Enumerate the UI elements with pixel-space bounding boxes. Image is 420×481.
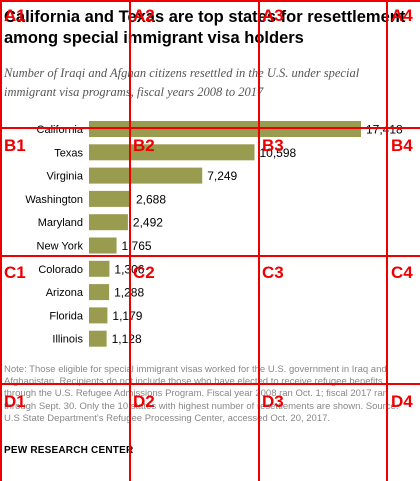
grid-label-b4: B4 [391,136,413,155]
value-label-maryland: 2,492 [133,216,163,230]
grid-label-c3: C3 [262,263,284,282]
grid-line-horizontal-3 [0,255,420,257]
grid-label-b3: B3 [262,136,284,155]
bar-florida [89,307,108,324]
bar-maryland [89,214,128,231]
note-text: Note: Those eligible for special immigra… [4,364,388,412]
value-label-washington: 2,688 [136,192,166,206]
grid-label-b2: B2 [133,136,155,155]
grid-line-vertical-4 [386,0,388,481]
source-text: Source: U.S State Department's Refugee P… [4,400,399,424]
grid-label-d3: D3 [262,392,284,411]
bar-colorado [89,260,110,277]
category-label-new-york: New York [37,241,84,253]
value-label-virginia: 7,249 [207,169,237,183]
grid-label-d1: D1 [4,392,26,411]
bar-california [89,121,361,137]
category-label-maryland: Maryland [38,217,83,229]
grid-label-a3: A3 [262,6,284,25]
value-label-new-york: 1,765 [122,239,152,253]
category-label-virginia: Virginia [47,171,84,183]
chart-title: California and Texas are top states for … [4,8,406,47]
grid-label-c4: C4 [391,263,413,282]
bar-illinois [89,330,107,347]
value-label-illinois: 1,128 [112,332,142,346]
category-label-washington: Washington [25,194,83,206]
grid-label-a4: A4 [391,6,413,25]
category-label-florida: Florida [49,310,84,322]
grid-label-a2: A2 [133,6,155,25]
value-label-california: 17,418 [366,123,403,137]
value-label-florida: 1,179 [112,309,142,323]
grid-line-vertical-3 [258,0,260,481]
bar-arizona [89,284,110,301]
grid-label-b1: B1 [4,136,26,155]
bar-texas [89,144,255,161]
bar-washington [89,190,131,207]
bar-new-york [89,237,117,254]
grid-label-a1: A1 [4,6,26,25]
category-label-texas: Texas [54,147,83,159]
grid-label-d4: D4 [391,392,413,411]
grid-line-horizontal-4 [0,383,420,385]
grid-line-vertical-2 [129,0,131,481]
category-label-illinois: Illinois [52,334,83,346]
value-label-texas: 10,598 [259,146,296,160]
chart-note: Note: Those eligible for special immigra… [4,364,416,425]
grid-label-c1: C1 [4,263,26,282]
grid-line-vertical-1 [0,0,2,481]
brand-logo-text: PEW RESEARCH CENTER [4,445,134,456]
category-label-arizona: Arizona [46,287,84,299]
chart-subtitle: Number of Iraqi and Afghan citizens rese… [4,66,360,99]
grid-line-horizontal-1 [0,0,420,2]
bar-chart: California 17,418 Texas 10,598 Virginia 7,249… [25,121,403,347]
bar-virginia [89,167,203,184]
category-label-california: California [37,124,84,136]
grid-label-c2: C2 [133,263,155,282]
grid-line-horizontal-2 [0,127,420,129]
category-label-colorado: Colorado [38,264,83,276]
grid-label-d2: D2 [133,392,155,411]
